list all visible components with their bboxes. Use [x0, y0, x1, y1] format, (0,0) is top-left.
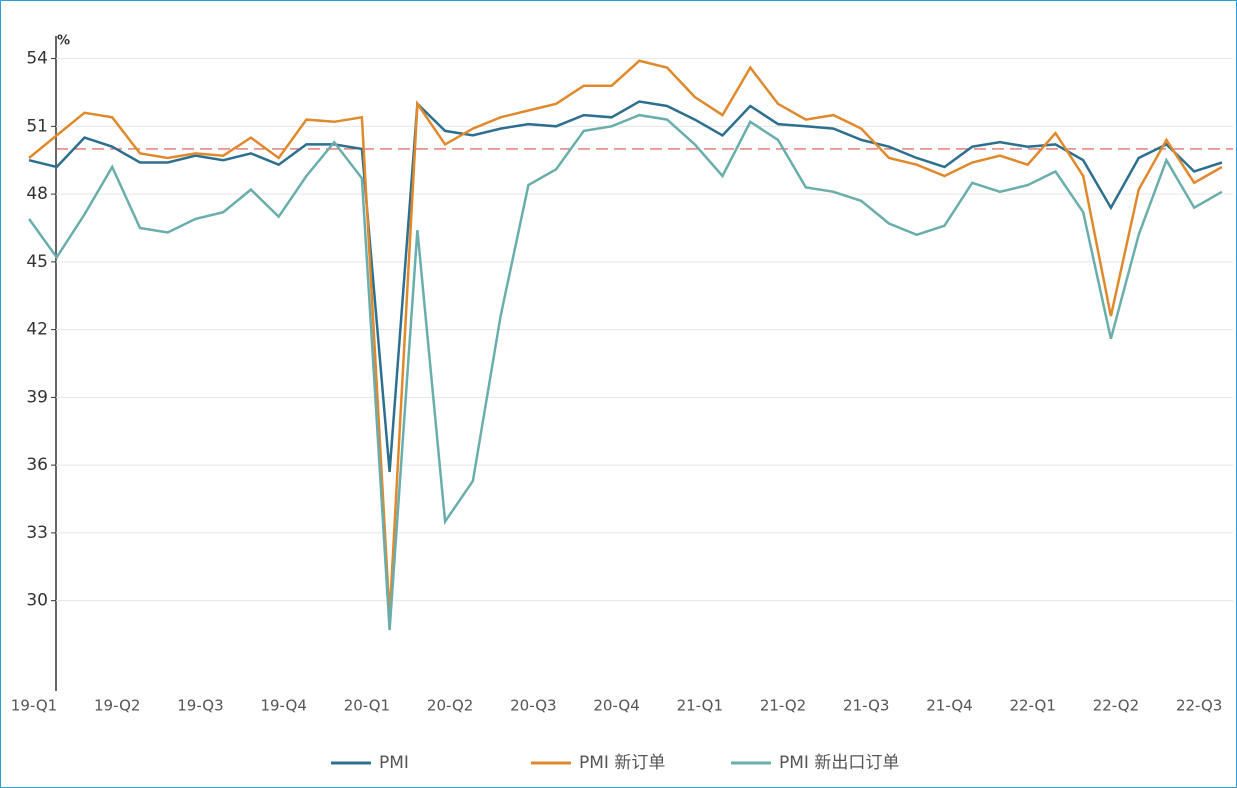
x-tick-label: 20-Q3 — [510, 697, 556, 715]
x-tick-label: 21-Q2 — [760, 697, 806, 715]
x-tick-label: 21-Q3 — [843, 697, 889, 715]
legend-label: PMI 新出口订单 — [779, 753, 899, 773]
y-tick-label: 51 — [26, 116, 48, 136]
x-tick-label: 20-Q2 — [427, 697, 473, 715]
x-tick-label: 19-Q1 — [11, 697, 57, 715]
x-tick-label: 20-Q1 — [344, 697, 390, 715]
x-tick-label: 20-Q4 — [593, 697, 639, 715]
series-line — [28, 100, 1223, 473]
x-tick-label: 21-Q4 — [926, 697, 972, 715]
x-tick-label: 21-Q1 — [677, 697, 723, 715]
y-tick-label: 48 — [26, 184, 48, 204]
x-tick-label: 22-Q2 — [1093, 697, 1139, 715]
y-tick-label: 39 — [26, 387, 48, 407]
x-tick-label: 19-Q4 — [260, 697, 306, 715]
legend-label: PMI — [379, 753, 409, 773]
x-tick-label: 22-Q1 — [1010, 697, 1056, 715]
x-tick-label: 19-Q3 — [177, 697, 223, 715]
y-tick-label: 33 — [26, 523, 48, 543]
x-tick-label: 22-Q3 — [1176, 697, 1222, 715]
legend-label: PMI 新订单 — [579, 753, 665, 773]
unit-label: % — [57, 34, 70, 49]
y-tick-label: 54 — [26, 49, 48, 69]
series-line — [27, 113, 1223, 631]
series-line — [28, 59, 1223, 617]
y-tick-label: 42 — [26, 320, 48, 340]
x-tick-label: 19-Q2 — [94, 697, 140, 715]
y-tick-label: 45 — [26, 252, 48, 272]
y-tick-label: 36 — [26, 455, 48, 475]
y-tick-label: 30 — [26, 591, 48, 611]
